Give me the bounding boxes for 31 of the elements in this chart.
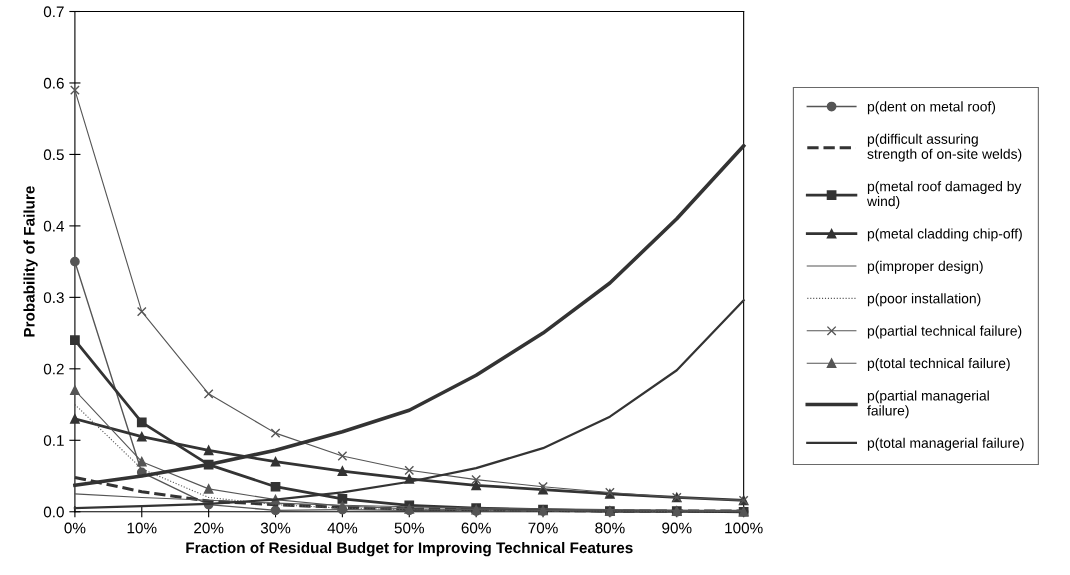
y-tick-label: 0.4 <box>43 220 65 232</box>
y-axis-title: Probability of Failure <box>23 186 38 337</box>
legend-label: p(difficult assuring strength of on-site welds) <box>867 133 1022 162</box>
legend-label: p(partial technical failure) <box>867 325 1022 339</box>
y-tick-label: 0.7 <box>43 6 64 18</box>
x-tick-label: 10% <box>127 522 157 534</box>
legend-label: p(metal cladding chip-off) <box>867 228 1022 242</box>
x-tick-label: 90% <box>662 522 692 534</box>
legend-label: p(dent on metal roof) <box>867 101 996 115</box>
legend-label: p(metal roof damaged by wind) <box>866 181 1022 209</box>
x-tick-label: 30% <box>260 522 291 534</box>
x-tick-label: 0% <box>64 522 86 534</box>
y-tick-label: 0.2 <box>43 363 64 375</box>
x-axis-title: Fraction of Residual Budget for Improving Technical Features <box>186 541 633 557</box>
y-tick-label: 0.1 <box>43 435 64 446</box>
y-tick-label: 0.3 <box>43 292 64 304</box>
legend-label: p(total managerial failure) <box>867 437 1024 451</box>
legend-label: p(total technical failure) <box>867 357 1010 371</box>
y-tick-label: 0.5 <box>43 149 64 161</box>
x-tick-label: 100% <box>725 522 763 534</box>
x-tick-label: 50% <box>394 522 425 534</box>
legend-label: p(partial managerial failure) <box>867 390 989 419</box>
x-tick-label: 70% <box>528 522 558 534</box>
x-tick-label: 40% <box>327 522 358 534</box>
x-tick-label: 60% <box>461 522 491 534</box>
y-tick-label: 0.6 <box>43 77 64 89</box>
legend-label: p(poor installation) <box>867 293 981 307</box>
x-tick-label: 80% <box>595 522 625 534</box>
x-tick-label: 20% <box>194 522 224 534</box>
y-tick-label: 0.0 <box>43 506 64 518</box>
legend-label: p(improper design) <box>867 260 983 274</box>
